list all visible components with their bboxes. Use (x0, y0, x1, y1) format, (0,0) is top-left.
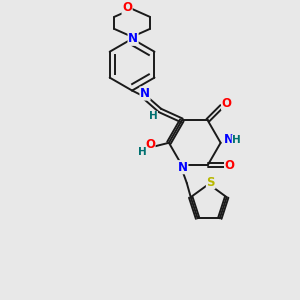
Text: H: H (232, 135, 241, 145)
Text: N: N (178, 161, 188, 174)
Text: O: O (225, 159, 235, 172)
Text: H: H (138, 147, 146, 157)
Text: O: O (222, 97, 232, 110)
Text: O: O (145, 138, 155, 151)
Text: S: S (206, 176, 215, 189)
Text: N: N (140, 87, 150, 100)
Text: N: N (224, 133, 234, 146)
Text: O: O (122, 2, 132, 14)
Text: H: H (148, 111, 158, 122)
Text: N: N (128, 32, 138, 45)
